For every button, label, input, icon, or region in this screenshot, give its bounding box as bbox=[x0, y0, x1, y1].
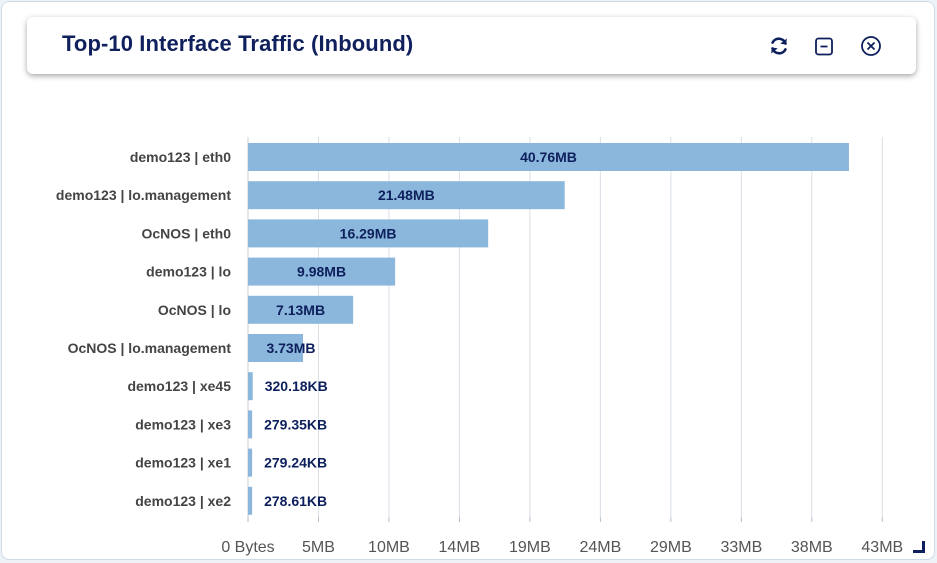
x-tick-label: 0 Bytes bbox=[221, 539, 274, 556]
x-tick-label: 43MB bbox=[861, 539, 903, 556]
x-tick-label: 24MB bbox=[579, 539, 621, 556]
bar bbox=[248, 295, 354, 324]
bar bbox=[248, 372, 253, 401]
value-label: 16.29MB bbox=[340, 225, 397, 241]
x-tick-label: 29MB bbox=[650, 539, 692, 556]
category-label: demo123 | xe3 bbox=[135, 416, 231, 432]
bar bbox=[248, 410, 253, 439]
x-tick-label: 38MB bbox=[791, 539, 833, 556]
category-label: OcNOS | lo bbox=[158, 302, 231, 318]
refresh-icon[interactable] bbox=[767, 34, 791, 58]
value-label: 21.48MB bbox=[378, 187, 435, 203]
category-label: demo123 | lo.management bbox=[56, 187, 231, 203]
bar bbox=[248, 181, 565, 210]
x-tick-label: 5MB bbox=[302, 539, 335, 556]
category-label: demo123 | lo bbox=[146, 264, 231, 280]
value-label: 279.24KB bbox=[264, 455, 327, 471]
category-label: demo123 | xe1 bbox=[135, 455, 231, 471]
x-tick-label: 33MB bbox=[720, 539, 762, 556]
value-label: 7.13MB bbox=[276, 302, 325, 318]
value-label: 320.18KB bbox=[265, 378, 328, 394]
x-tick-label: 10MB bbox=[368, 539, 410, 556]
value-label: 9.98MB bbox=[297, 264, 346, 280]
widget-header: Top-10 Interface Traffic (Inbound) bbox=[27, 17, 916, 74]
resize-handle[interactable] bbox=[913, 541, 925, 553]
bar bbox=[248, 334, 303, 362]
bar bbox=[248, 219, 489, 248]
widget-title: Top-10 Interface Traffic (Inbound) bbox=[62, 31, 414, 56]
value-label: 279.35KB bbox=[264, 416, 327, 432]
category-label: demo123 | xe45 bbox=[127, 378, 231, 394]
bar bbox=[248, 448, 253, 477]
category-label: OcNOS | eth0 bbox=[142, 225, 232, 241]
close-icon[interactable] bbox=[859, 34, 883, 58]
bar bbox=[248, 486, 253, 515]
value-label: 278.61KB bbox=[264, 493, 327, 509]
bar bbox=[248, 257, 396, 286]
value-label: 40.76MB bbox=[520, 149, 577, 165]
category-label: demo123 | eth0 bbox=[130, 149, 231, 165]
category-label: OcNOS | lo.management bbox=[68, 340, 232, 356]
bar bbox=[248, 143, 849, 171]
category-label: demo123 | xe2 bbox=[135, 493, 231, 509]
value-label: 3.73MB bbox=[266, 340, 315, 356]
minimize-icon[interactable] bbox=[812, 34, 836, 58]
x-tick-label: 19MB bbox=[509, 539, 551, 556]
x-tick-label: 14MB bbox=[439, 539, 481, 556]
